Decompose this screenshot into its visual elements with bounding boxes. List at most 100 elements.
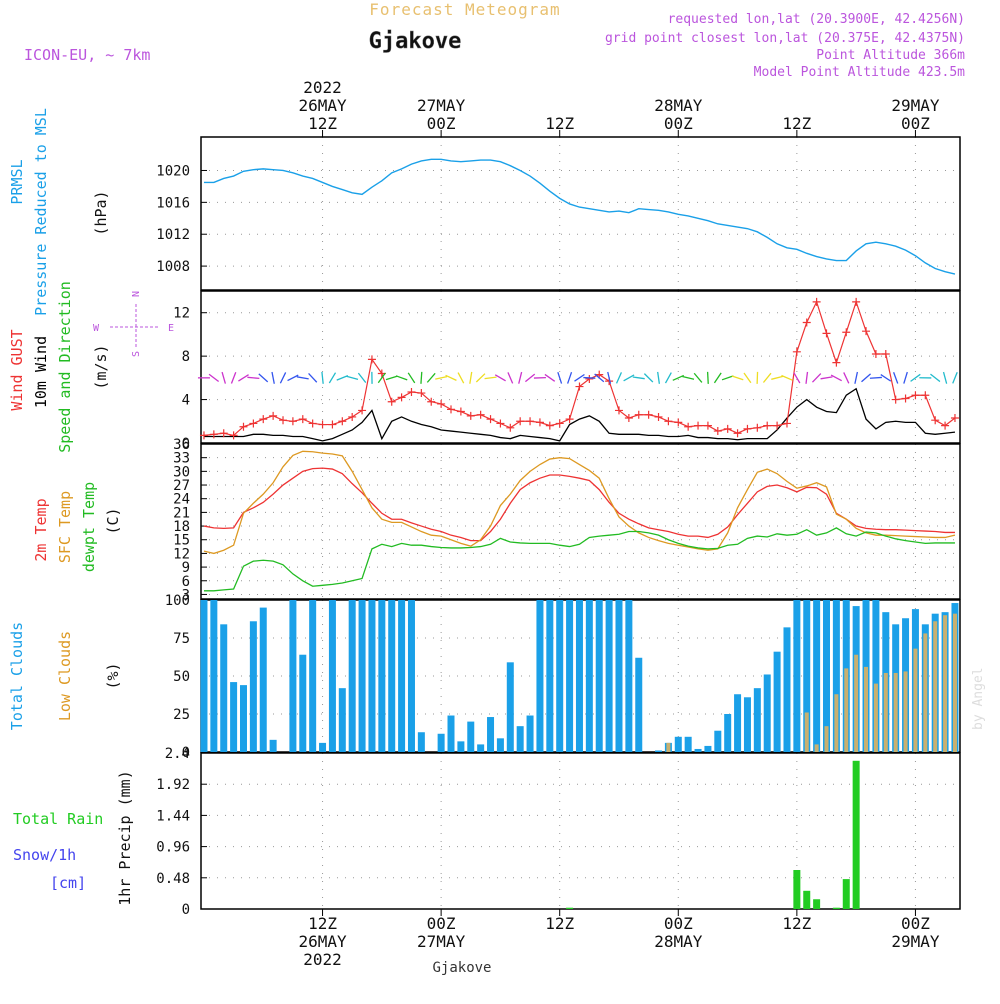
total-cloud-bar — [378, 600, 385, 752]
wind-direction-arrow — [812, 374, 820, 383]
gust-marker — [437, 400, 445, 408]
tick-label-y: 36 — [173, 437, 190, 453]
compass-north: N — [131, 291, 142, 297]
model-altitude: Model Point Altitude 423.5m — [754, 65, 965, 80]
wind-direction-arrow — [574, 375, 584, 382]
rain-bar — [566, 908, 573, 909]
model-name: ICON-EU, ~ 7km — [24, 46, 150, 64]
panel-frame — [201, 444, 960, 599]
gust-marker — [516, 417, 524, 425]
total-cloud-bar — [467, 722, 474, 752]
total-cloud-bar — [299, 655, 306, 752]
wind-gust-label: Wind GUST — [8, 329, 26, 410]
total-cloud-bar — [625, 600, 632, 752]
total-cloud-bar — [536, 600, 543, 752]
bottom-time-label: 00Z — [901, 914, 930, 933]
total-cloud-bar — [398, 600, 405, 752]
rain-bar — [853, 761, 860, 909]
top-time-label: 2022 — [303, 78, 342, 97]
wind-direction-arrow — [322, 372, 323, 384]
total-cloud-bar — [675, 737, 682, 752]
gust-marker — [911, 391, 919, 399]
total-cloud-bar — [764, 674, 771, 752]
total-cloud-bar — [200, 600, 207, 752]
wind-direction-arrow — [435, 377, 447, 379]
bottom-time-label: 00Z — [427, 914, 456, 933]
gust-marker — [832, 359, 840, 367]
low-cloud-bar — [943, 615, 947, 752]
gust-marker — [447, 405, 455, 413]
precip-unit-label: 1hr Precip (mm) — [116, 770, 134, 905]
tick-label-y: 12 — [173, 546, 190, 562]
tick-label-y: 27 — [173, 478, 190, 494]
pressure-line — [204, 159, 955, 274]
total-cloud-bar — [596, 600, 603, 752]
rain-bar — [843, 879, 850, 909]
requested-coords: requested lon,lat (20.3900E, 42.4256N) — [668, 12, 965, 27]
gust-marker — [674, 418, 682, 426]
gust-marker — [358, 406, 366, 414]
top-time-label: 29MAY — [891, 96, 940, 115]
total-cloud-bar — [793, 600, 800, 752]
footer-location: Gjakove — [432, 960, 491, 976]
gust-marker — [309, 419, 317, 427]
snow-label: Snow/1h — [13, 846, 76, 864]
wind-direction-arrow — [231, 372, 235, 383]
gust-marker — [793, 348, 801, 356]
location-title: Gjakove — [369, 29, 462, 54]
wind-direction-arrow — [658, 372, 660, 384]
wind-direction-arrow — [568, 372, 572, 383]
wind-direction-arrow — [881, 375, 891, 382]
wind-direction-arrow — [238, 375, 248, 381]
wind-direction-arrow — [476, 374, 485, 382]
wind-direction-arrow — [904, 372, 908, 383]
panel-frame — [201, 291, 960, 443]
wind-direction-arrow — [806, 372, 807, 384]
total-cloud-bar — [685, 737, 692, 752]
tick-label-y: 9 — [182, 560, 190, 576]
total-cloud-bar — [349, 600, 356, 752]
gust-marker — [467, 412, 475, 420]
compass-west: W — [93, 323, 100, 334]
total-cloud-bar — [527, 716, 534, 752]
temp-unit: (C) — [104, 507, 122, 534]
total-cloud-bar — [576, 600, 583, 752]
total-cloud-bar — [289, 600, 296, 752]
wind-direction-arrow — [617, 372, 622, 383]
gust-marker — [645, 411, 653, 419]
wind-direction-arrow — [831, 375, 842, 381]
credit-watermark: by Angel — [971, 667, 986, 730]
total-cloud-bar — [250, 621, 257, 752]
wind-direction-arrow — [485, 377, 497, 378]
tick-label-y: 15 — [173, 533, 190, 549]
total-cloud-bar — [507, 662, 514, 752]
bottom-time-label: 27MAY — [417, 932, 466, 951]
bottom-time-label: 12Z — [308, 914, 337, 933]
total-cloud-bar — [477, 744, 484, 752]
low-cloud-bar — [815, 744, 819, 752]
wind-direction-arrow — [708, 372, 709, 384]
total-cloud-bar — [734, 694, 741, 752]
gust-marker — [338, 417, 346, 425]
wind-direction-arrow — [222, 372, 225, 384]
top-time-label: 27MAY — [417, 96, 466, 115]
total-cloud-bar — [260, 608, 267, 752]
top-time-label: 26MAY — [298, 96, 347, 115]
total-cloud-bar — [368, 600, 375, 752]
wind-direction-arrow — [329, 373, 335, 383]
low-cloud-bar — [854, 655, 858, 752]
low-cloud-bar — [953, 614, 957, 752]
total-cloud-bar — [615, 600, 622, 752]
low-cloud-bar — [844, 668, 848, 752]
rain-bar — [833, 908, 840, 909]
tick-label-y: 6 — [182, 574, 190, 590]
bottom-time-label: 00Z — [664, 914, 693, 933]
tick-label-y: 0.48 — [156, 871, 190, 887]
gust-marker — [289, 417, 297, 425]
bottom-time-label: 2022 — [303, 950, 342, 969]
wind-direction-arrow — [309, 373, 317, 382]
